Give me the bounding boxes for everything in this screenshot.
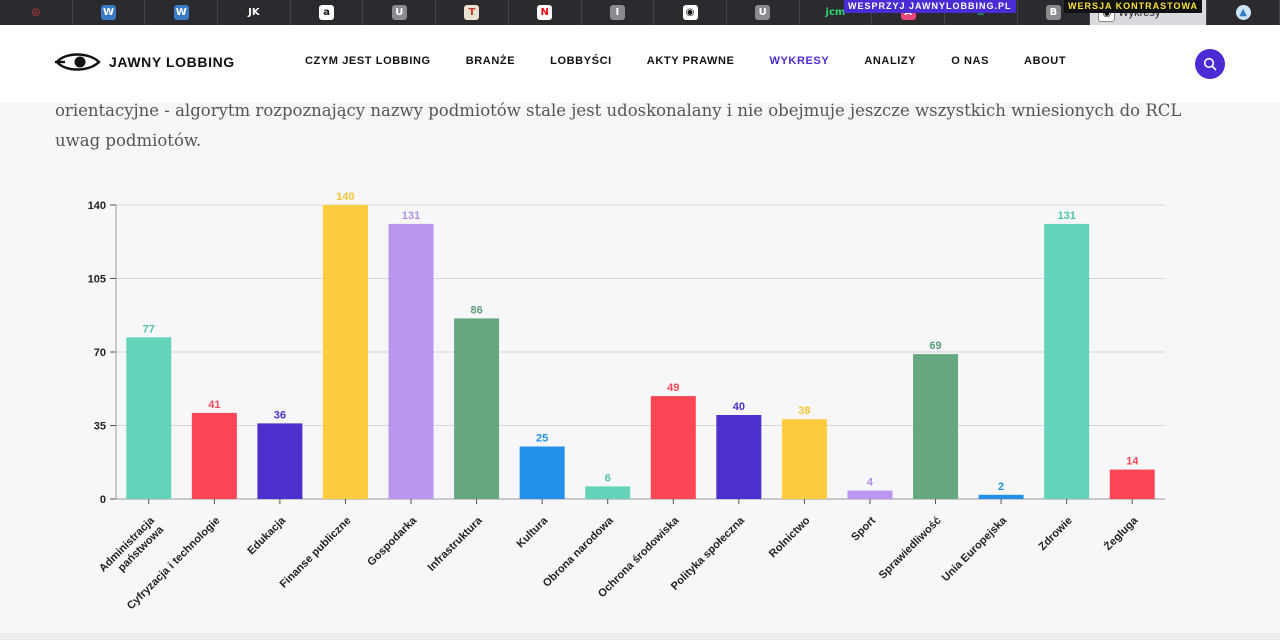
x-tick-label: Edukacja bbox=[245, 514, 288, 557]
browser-tab[interactable]: N bbox=[509, 0, 582, 25]
page-footer-edge bbox=[0, 633, 1280, 640]
nav-item-3[interactable]: AKTY PRAWNE bbox=[646, 55, 735, 67]
site-header: JAWNY LOBBING CZYM JEST LOBBING BRANŻE LOB… bbox=[0, 25, 1280, 103]
eye-icon: ◉ bbox=[682, 5, 698, 20]
bar bbox=[191, 412, 237, 499]
x-tick-label: Sprawiedliwość bbox=[877, 515, 944, 582]
data-label: 86 bbox=[470, 304, 482, 316]
wordpress-icon: W bbox=[173, 5, 189, 20]
x-tick-label: Gospodarka bbox=[365, 514, 419, 568]
data-label: 131 bbox=[402, 210, 420, 222]
nav-item-4[interactable]: WYKRESY bbox=[769, 55, 830, 67]
x-tick-label: Żegluga bbox=[1101, 513, 1141, 553]
browser-tab[interactable]: ◉ bbox=[654, 0, 727, 25]
y-tick-label: 140 bbox=[88, 200, 106, 212]
target-icon: ◎ bbox=[28, 5, 44, 20]
bar bbox=[454, 318, 500, 499]
bar bbox=[1109, 469, 1155, 499]
eye-logo-icon bbox=[55, 53, 101, 71]
data-label: 77 bbox=[143, 323, 155, 335]
browser-tab[interactable]: ▲ bbox=[1207, 0, 1280, 25]
y-tick-label: 105 bbox=[88, 274, 106, 286]
support-banner[interactable]: WESPRZYJ JAWNYLOBBING.PL bbox=[844, 0, 1016, 13]
contrast-toggle[interactable]: WERSJA KONTRASTOWA bbox=[1064, 0, 1203, 13]
x-tick-label: Rolnictwo bbox=[767, 514, 813, 560]
bar bbox=[716, 415, 762, 499]
bar bbox=[978, 494, 1024, 499]
x-tick-label: Sport bbox=[849, 514, 878, 543]
y-tick-label: 0 bbox=[100, 494, 106, 506]
y-tick-label: 70 bbox=[94, 347, 106, 359]
data-label: 69 bbox=[929, 340, 941, 352]
browser-tab[interactable]: a bbox=[291, 0, 364, 25]
x-tick-label: Kultura bbox=[515, 514, 551, 550]
drive-icon: ▲ bbox=[1235, 5, 1251, 20]
data-label: 36 bbox=[274, 409, 286, 421]
wordpress-icon: W bbox=[101, 5, 117, 20]
x-tick-label: Unia Europejska bbox=[940, 514, 1010, 584]
browser-tab[interactable]: T bbox=[436, 0, 509, 25]
amazon-icon: a bbox=[319, 5, 335, 20]
u-icon: U bbox=[391, 5, 407, 20]
bar bbox=[388, 223, 434, 499]
search-button[interactable] bbox=[1195, 49, 1225, 79]
jk-icon: JK bbox=[246, 5, 262, 20]
data-label: 14 bbox=[1126, 456, 1139, 468]
nav-item-1[interactable]: BRANŻE bbox=[465, 55, 516, 67]
nav-item-0[interactable]: CZYM JEST LOBBING bbox=[305, 55, 431, 67]
data-label: 25 bbox=[536, 433, 548, 445]
x-tick-label: Polityka społeczna bbox=[669, 514, 748, 593]
browser-tab[interactable]: U bbox=[727, 0, 800, 25]
bar bbox=[847, 490, 893, 499]
bar bbox=[1044, 223, 1090, 499]
browser-tab[interactable]: I bbox=[582, 0, 655, 25]
data-label: 131 bbox=[1057, 210, 1075, 222]
main-nav: CZYM JEST LOBBING BRANŻE LOBBYŚCI AKTY PRAW… bbox=[305, 55, 1101, 67]
data-label: 38 bbox=[798, 405, 810, 417]
x-tick-label: Zdrowie bbox=[1036, 515, 1074, 553]
x-tick-label: Infrastruktura bbox=[426, 514, 486, 574]
x-tick-label: Finanse publiczne bbox=[278, 515, 354, 591]
browser-tab[interactable]: U bbox=[363, 0, 437, 25]
browser-tab[interactable]: W bbox=[73, 0, 146, 25]
b-icon: B bbox=[1045, 5, 1061, 20]
data-label: 4 bbox=[867, 477, 874, 489]
data-label: 41 bbox=[208, 399, 220, 411]
bar bbox=[519, 446, 565, 499]
bar bbox=[585, 486, 631, 499]
x-tick-label: Obrona narodowa bbox=[541, 514, 617, 590]
data-label: 140 bbox=[336, 191, 354, 203]
bar bbox=[913, 354, 959, 499]
bar bbox=[257, 423, 303, 499]
browser-tab[interactable]: ◎ bbox=[0, 0, 73, 25]
search-icon bbox=[1203, 57, 1217, 71]
bar bbox=[322, 205, 368, 499]
jcm-icon: jcm bbox=[825, 5, 846, 20]
bar bbox=[781, 419, 827, 499]
y-tick-label: 35 bbox=[94, 421, 106, 433]
site-logo[interactable]: JAWNY LOBBING bbox=[55, 51, 235, 73]
bar-chart: 0357010514077Administracjapaństwowa41Cyf… bbox=[88, 191, 1165, 612]
intro-paragraph: orientacyjne - algorytm rozpoznający naz… bbox=[55, 101, 1182, 150]
nav-item-5[interactable]: ANALIZY bbox=[864, 55, 917, 67]
logo-text: JAWNY LOBBING bbox=[109, 54, 235, 70]
nav-item-2[interactable]: LOBBYŚCI bbox=[550, 55, 612, 67]
data-label: 6 bbox=[605, 472, 611, 484]
netflix-icon: N bbox=[537, 5, 553, 20]
bar bbox=[650, 396, 696, 499]
data-label: 2 bbox=[998, 481, 1004, 493]
browser-tab[interactable]: JK bbox=[218, 0, 291, 25]
u-icon: U bbox=[755, 5, 771, 20]
data-label: 40 bbox=[733, 401, 745, 413]
data-label: 49 bbox=[667, 382, 679, 394]
nav-item-7[interactable]: ABOUT bbox=[1024, 55, 1067, 67]
nav-item-6[interactable]: O NAS bbox=[951, 55, 990, 67]
t-icon: T bbox=[464, 5, 480, 20]
i-icon: I bbox=[609, 5, 625, 20]
bar bbox=[126, 337, 172, 499]
browser-tab[interactable]: W bbox=[145, 0, 219, 25]
